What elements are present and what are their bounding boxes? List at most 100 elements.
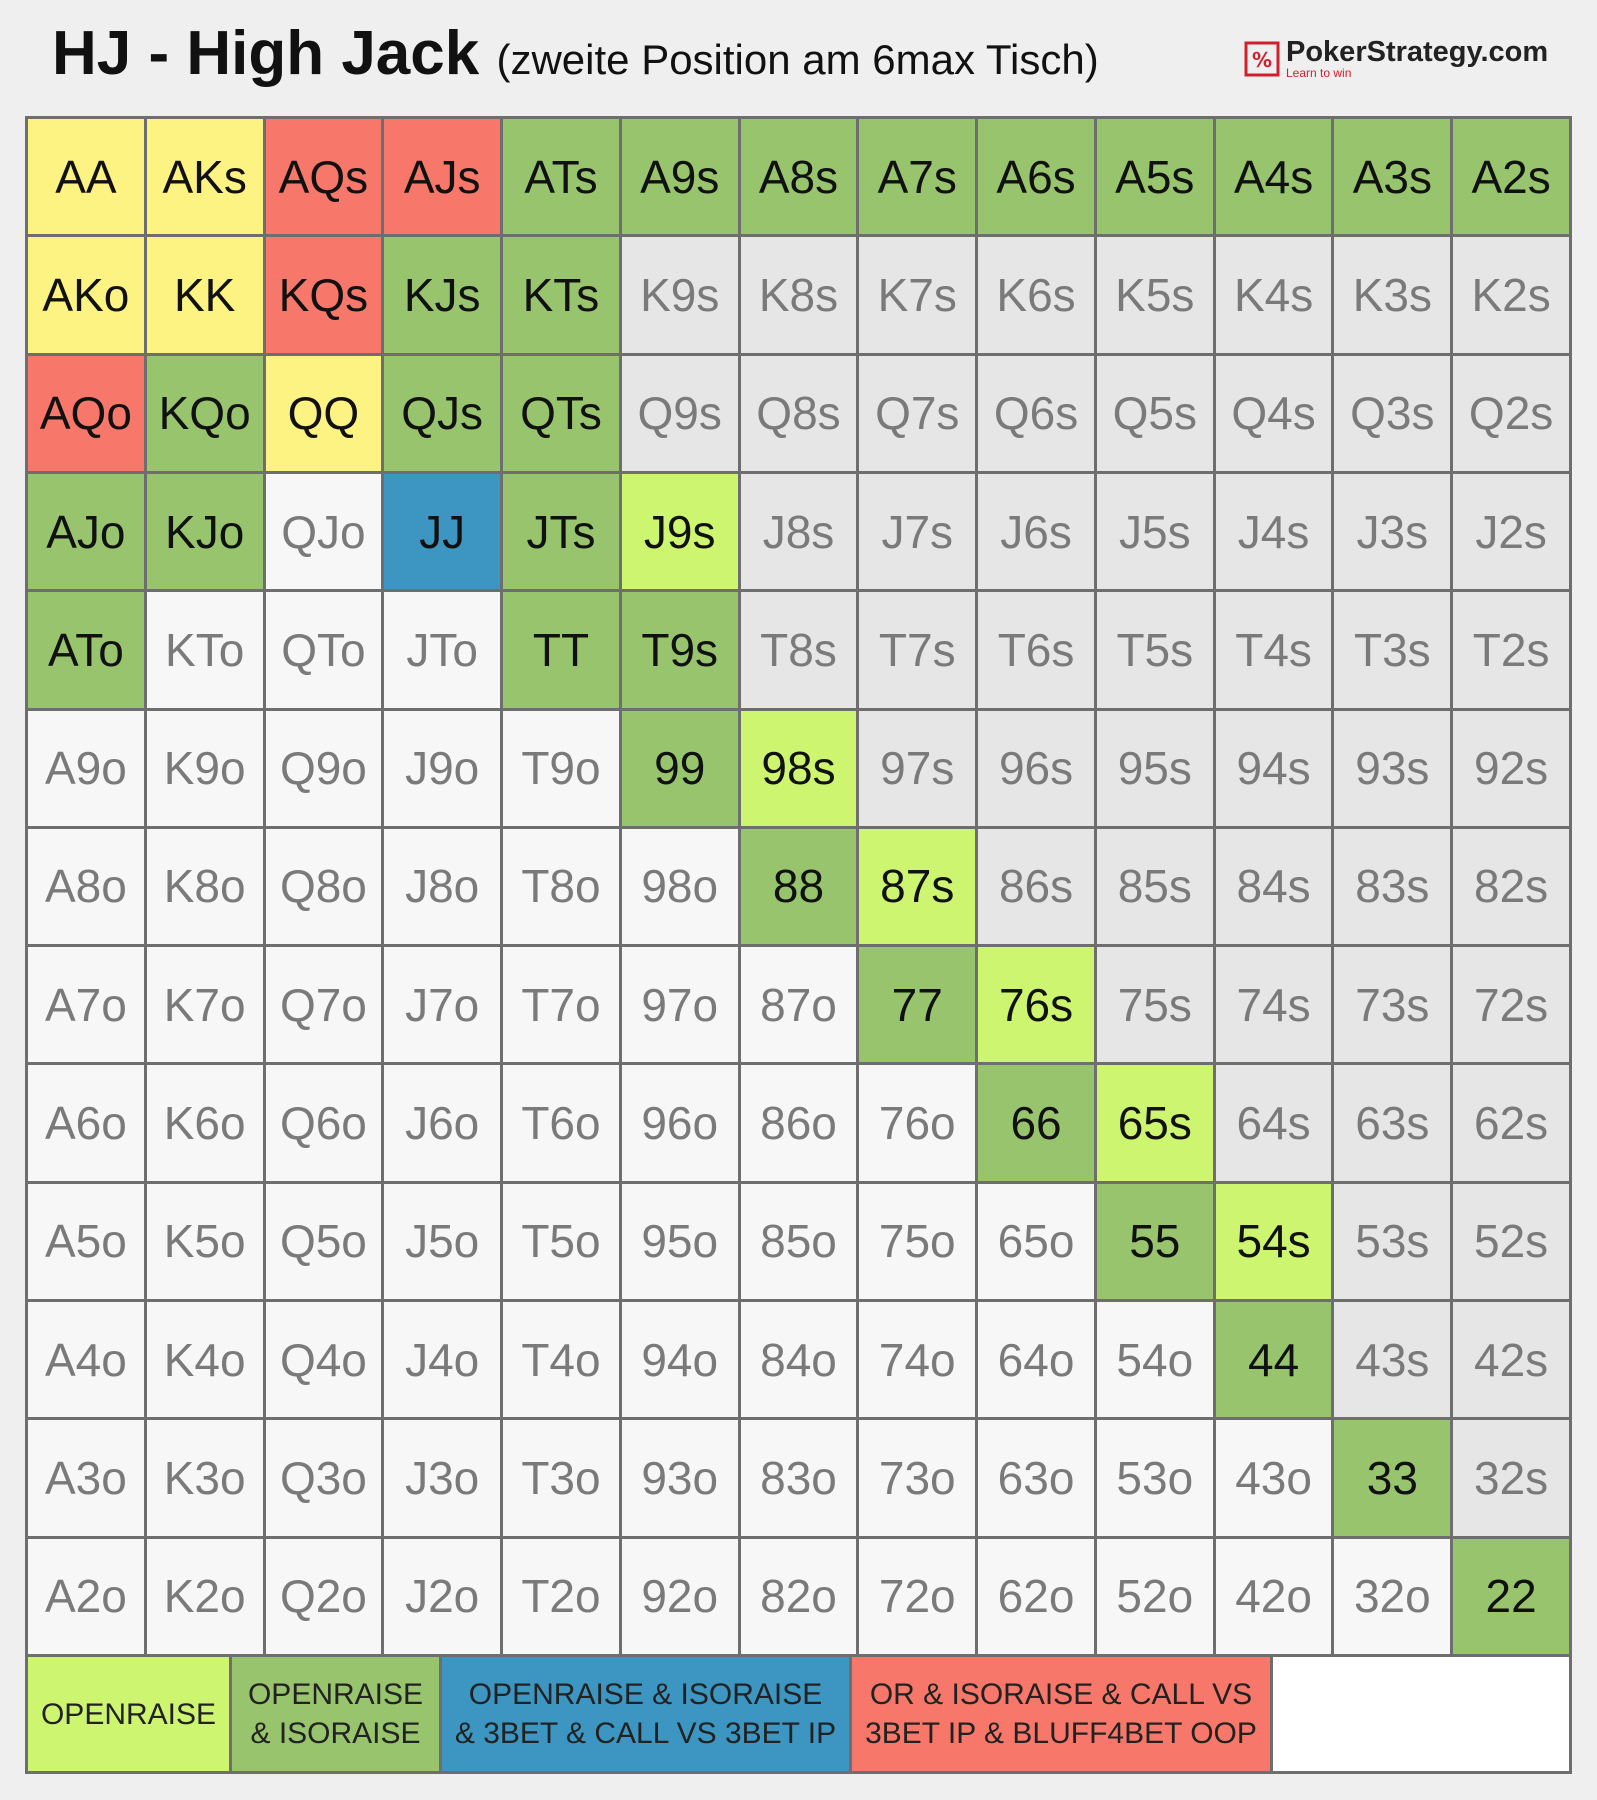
hand-cell: AKs bbox=[146, 119, 263, 235]
hand-cell: 87o bbox=[740, 947, 857, 1063]
hand-cell: 54s bbox=[1215, 1183, 1332, 1300]
hand-cell: 52o bbox=[1096, 1538, 1213, 1654]
hand-cell: J8s bbox=[740, 473, 857, 590]
hand-cell: Q6o bbox=[265, 1065, 382, 1181]
hand-cell: J5o bbox=[384, 1183, 501, 1300]
hand-cell: 55 bbox=[1096, 1183, 1213, 1300]
hand-cell: 64o bbox=[978, 1302, 1094, 1418]
hand-cell: Q2s bbox=[1453, 355, 1569, 471]
hand-cell: AQs bbox=[265, 119, 382, 235]
hand-cell: 63o bbox=[978, 1420, 1094, 1536]
hand-cell: 93o bbox=[621, 1420, 738, 1536]
hand-cell: 44 bbox=[1215, 1302, 1332, 1418]
hand-cell: AJs bbox=[384, 119, 501, 235]
hand-cell: KQo bbox=[146, 355, 263, 471]
hand-cell: K6o bbox=[146, 1065, 263, 1181]
hand-cell: 88 bbox=[740, 828, 857, 945]
hand-cell: 43s bbox=[1334, 1302, 1451, 1418]
title-main: HJ - High Jack bbox=[52, 19, 480, 88]
logo: % PokerStrategy.com Learn to win bbox=[1244, 38, 1548, 79]
hand-cell: K5o bbox=[146, 1183, 263, 1300]
legend-text: & 3BET & CALL VS 3BET IP bbox=[454, 1717, 837, 1750]
hand-cell: J7o bbox=[384, 947, 501, 1063]
hand-cell: T4o bbox=[503, 1302, 619, 1418]
hand-cell: K7s bbox=[859, 237, 976, 353]
hand-cell: A3o bbox=[28, 1420, 144, 1536]
hand-cell: J6s bbox=[978, 473, 1094, 590]
hand-cell: 53o bbox=[1096, 1420, 1213, 1536]
hand-cell: QTs bbox=[503, 355, 619, 471]
hand-cell: T2s bbox=[1453, 592, 1569, 708]
hand-cell: K3o bbox=[146, 1420, 263, 1536]
hand-cell: J3o bbox=[384, 1420, 501, 1536]
hand-cell: Q5o bbox=[265, 1183, 382, 1300]
hand-cell: T3o bbox=[503, 1420, 619, 1536]
hand-cell: J9o bbox=[384, 710, 501, 826]
logo-icon: % bbox=[1244, 41, 1280, 76]
hand-cell: J4o bbox=[384, 1302, 501, 1418]
legend-text: OPENRAISE bbox=[40, 1697, 217, 1731]
hand-cell: 98o bbox=[621, 828, 738, 945]
hand-cell: 98s bbox=[740, 710, 857, 826]
hand-cell: J9s bbox=[621, 473, 738, 590]
hand-cell: 94s bbox=[1215, 710, 1332, 826]
hand-cell: T7s bbox=[859, 592, 976, 708]
hand-cell: 65o bbox=[978, 1183, 1094, 1300]
hand-cell: Q8s bbox=[740, 355, 857, 471]
hand-cell: 96s bbox=[978, 710, 1094, 826]
hand-cell: 92o bbox=[621, 1538, 738, 1654]
hand-cell: K3s bbox=[1334, 237, 1451, 353]
hand-cell: AQo bbox=[28, 355, 144, 471]
hand-cell: J4s bbox=[1215, 473, 1332, 590]
legend-text: 3BET IP & BLUFF4BET OOP bbox=[865, 1717, 1257, 1750]
hand-cell: QJs bbox=[384, 355, 501, 471]
legend-text: OPENRAISE bbox=[247, 1678, 424, 1711]
hand-cell: 54o bbox=[1096, 1302, 1213, 1418]
hand-cell: 66 bbox=[978, 1065, 1094, 1181]
legend-item: OPENRAISE & ISORAISE bbox=[232, 1657, 439, 1771]
hand-cell: K9o bbox=[146, 710, 263, 826]
hand-cell: 95s bbox=[1096, 710, 1213, 826]
hand-cell: T6s bbox=[978, 592, 1094, 708]
hand-cell: Q9o bbox=[265, 710, 382, 826]
hand-cell: 43o bbox=[1215, 1420, 1332, 1536]
hand-cell: 97s bbox=[859, 710, 976, 826]
hand-cell: A3s bbox=[1334, 119, 1451, 235]
hand-cell: J5s bbox=[1096, 473, 1213, 590]
hand-cell: 33 bbox=[1334, 1420, 1451, 1536]
hand-cell: Q4o bbox=[265, 1302, 382, 1418]
hand-cell: QTo bbox=[265, 592, 382, 708]
hand-cell: 83o bbox=[740, 1420, 857, 1536]
hand-cell: 82s bbox=[1453, 828, 1569, 945]
hand-cell: A9o bbox=[28, 710, 144, 826]
hand-cell: 22 bbox=[1453, 1538, 1569, 1654]
hand-cell: 86s bbox=[978, 828, 1094, 945]
hand-cell: Q7s bbox=[859, 355, 976, 471]
hand-cell: TT bbox=[503, 592, 619, 708]
legend-item: OPENRAISE bbox=[28, 1657, 229, 1771]
hand-cell: A9s bbox=[621, 119, 738, 235]
hand-cell: 75o bbox=[859, 1183, 976, 1300]
hand-cell: Q8o bbox=[265, 828, 382, 945]
hand-cell: A5s bbox=[1096, 119, 1213, 235]
logo-tagline: Learn to win bbox=[1286, 66, 1352, 80]
hand-cell: K8s bbox=[740, 237, 857, 353]
hand-cell: T4s bbox=[1215, 592, 1332, 708]
hand-cell: J2o bbox=[384, 1538, 501, 1654]
hand-cell: 85s bbox=[1096, 828, 1213, 945]
hand-cell: 97o bbox=[621, 947, 738, 1063]
hand-cell: T2o bbox=[503, 1538, 619, 1654]
hand-cell: 72o bbox=[859, 1538, 976, 1654]
hand-cell: A8s bbox=[740, 119, 857, 235]
hand-cell: K2o bbox=[146, 1538, 263, 1654]
hand-cell: 84s bbox=[1215, 828, 1332, 945]
hand-cell: KTo bbox=[146, 592, 263, 708]
hand-cell: JJ bbox=[384, 473, 501, 590]
hand-cell: ATs bbox=[503, 119, 619, 235]
hand-cell: 42s bbox=[1453, 1302, 1569, 1418]
hand-cell: 76o bbox=[859, 1065, 976, 1181]
hand-cell: 73o bbox=[859, 1420, 976, 1536]
hand-cell: A7o bbox=[28, 947, 144, 1063]
hand-cell: KJo bbox=[146, 473, 263, 590]
